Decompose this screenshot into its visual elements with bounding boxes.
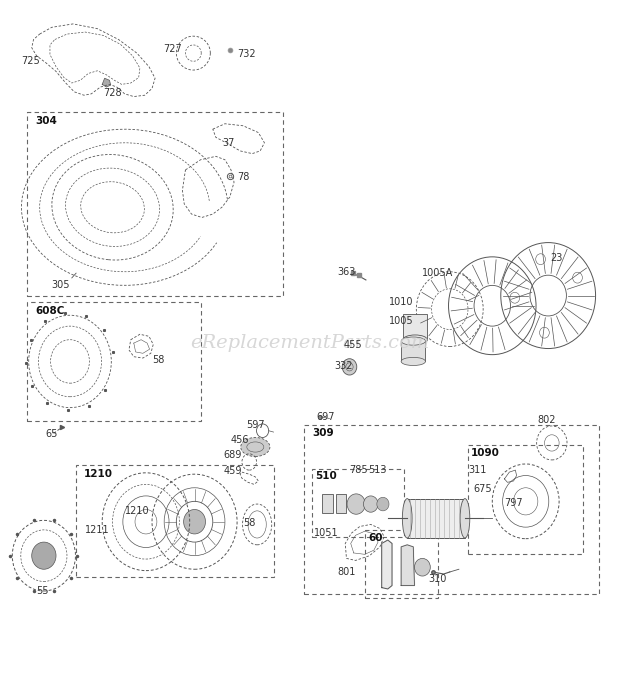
Ellipse shape: [401, 358, 425, 365]
Text: 510: 510: [315, 471, 337, 482]
Circle shape: [342, 359, 356, 375]
Polygon shape: [401, 545, 415, 586]
Text: 797: 797: [505, 498, 523, 508]
Polygon shape: [382, 540, 392, 589]
Bar: [76, 466, 273, 577]
Circle shape: [363, 496, 378, 512]
Text: 78: 78: [237, 172, 249, 182]
Bar: [403, 314, 427, 340]
Text: 728: 728: [103, 89, 122, 98]
Text: 332: 332: [334, 360, 353, 371]
Text: 1210: 1210: [84, 468, 113, 479]
Text: 697: 697: [316, 412, 335, 422]
Text: 1005A: 1005A: [422, 268, 454, 278]
Ellipse shape: [460, 499, 470, 538]
Polygon shape: [102, 78, 111, 87]
Text: 58: 58: [152, 355, 164, 365]
Bar: [312, 468, 404, 536]
Text: 727: 727: [164, 44, 182, 54]
Bar: [322, 494, 333, 513]
Bar: [335, 494, 347, 513]
Text: 608C: 608C: [35, 306, 64, 316]
Text: 311: 311: [468, 465, 486, 475]
Text: 37: 37: [222, 138, 234, 148]
Text: 675: 675: [474, 484, 492, 494]
Text: 310: 310: [428, 574, 447, 584]
Text: 1090: 1090: [471, 448, 500, 458]
Text: 1210: 1210: [125, 506, 149, 516]
Ellipse shape: [401, 337, 425, 345]
Bar: [365, 530, 438, 598]
Text: 58: 58: [243, 518, 255, 528]
Ellipse shape: [402, 499, 412, 538]
Circle shape: [347, 494, 365, 514]
Text: 597: 597: [246, 420, 265, 430]
Bar: [401, 341, 425, 362]
Text: 785: 785: [350, 465, 368, 475]
Text: 801: 801: [337, 567, 356, 577]
Text: 802: 802: [538, 414, 556, 425]
Bar: [468, 445, 583, 554]
Bar: [407, 499, 465, 538]
Text: 304: 304: [35, 116, 57, 125]
Ellipse shape: [403, 335, 427, 344]
Text: 1051: 1051: [314, 528, 339, 538]
Bar: [27, 112, 283, 295]
Text: 513: 513: [368, 465, 386, 475]
Circle shape: [184, 509, 205, 534]
Text: 732: 732: [237, 49, 255, 60]
Text: 309: 309: [312, 428, 334, 438]
Circle shape: [32, 542, 56, 569]
Bar: [304, 425, 598, 595]
Text: 363: 363: [337, 267, 356, 277]
Text: 65: 65: [46, 430, 58, 439]
Bar: [27, 302, 201, 421]
Circle shape: [415, 559, 430, 576]
Ellipse shape: [241, 437, 270, 457]
Text: 459: 459: [223, 466, 242, 477]
Text: 1010: 1010: [389, 297, 414, 308]
Text: 1005: 1005: [389, 316, 414, 326]
Text: 456: 456: [231, 435, 249, 445]
Text: 725: 725: [21, 56, 40, 67]
Text: 455: 455: [343, 340, 362, 350]
Text: 1211: 1211: [85, 525, 110, 535]
Text: 23: 23: [550, 253, 562, 263]
Circle shape: [377, 498, 389, 511]
Text: eReplacementParts.com: eReplacementParts.com: [190, 334, 430, 352]
Text: 55: 55: [37, 586, 49, 595]
Text: 689: 689: [223, 450, 241, 460]
Text: 60: 60: [368, 533, 383, 543]
Text: 305: 305: [51, 281, 70, 290]
